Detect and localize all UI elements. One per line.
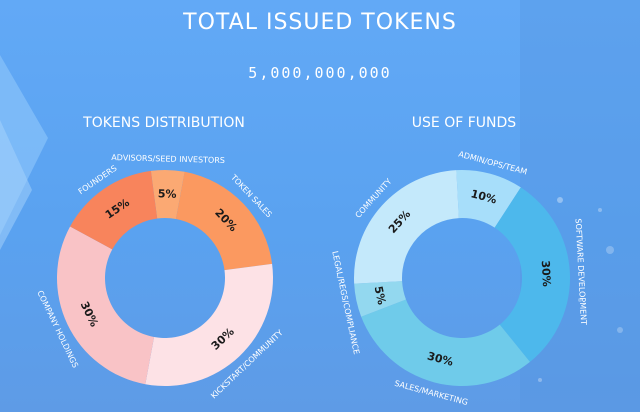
funds-slice-community [354, 170, 459, 284]
total-tokens-value: 5,000,000,000 [248, 64, 392, 82]
dist-slice-founders [70, 170, 158, 250]
dist-slice-kickstart-community [145, 263, 273, 386]
dist-slice-company-holdings [57, 226, 155, 385]
funds-category-label-software-development: SOFTWARE DEVELOPMENT [574, 218, 589, 325]
funds-slice-sales-marketing [361, 299, 530, 387]
funds-slice-legal-regs-compliance [354, 281, 406, 317]
funds-slice-software-development [494, 187, 570, 362]
dist-pct-label-advisors-seed-investors: 5% [158, 187, 177, 200]
dist-category-label-advisors-seed-investors: ADVISORS/SEED INVESTORS [111, 153, 225, 165]
funds-pct-label-legal-regs-compliance: 5% [372, 285, 389, 306]
use-of-funds-title: USE OF FUNDS [411, 115, 517, 131]
funds-pct-label-software-development: 30% [539, 260, 553, 287]
dist-slice-token-sales [175, 171, 273, 271]
funds-slice-admin-ops-team [456, 170, 521, 228]
page-title: TOTAL ISSUED TOKENS [183, 10, 457, 35]
tokens-distribution-title: TOKENS DISTRIBUTION [83, 115, 245, 131]
dist-slice-advisors-seed-investors [150, 170, 185, 220]
left-arrow-inner-shape [0, 120, 32, 250]
